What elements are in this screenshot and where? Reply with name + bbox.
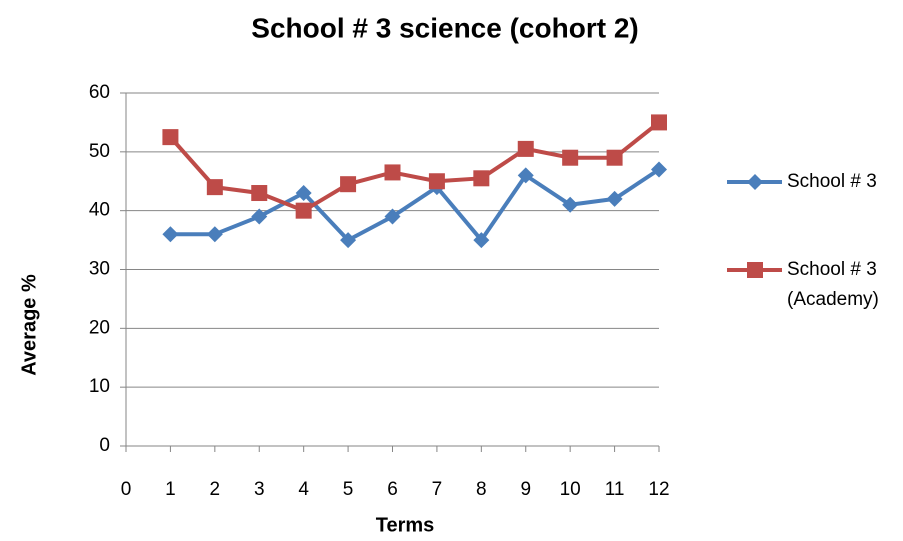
marker (384, 164, 401, 181)
marker (162, 226, 179, 243)
legend-label: School # 3 (787, 171, 877, 192)
x-tick-label: 0 (121, 479, 132, 500)
marker (162, 129, 179, 146)
x-tick-label: 11 (605, 479, 625, 500)
marker (251, 185, 268, 202)
x-tick-label: 5 (343, 479, 354, 500)
y-tick-label: 0 (99, 435, 110, 456)
y-tick-label: 50 (89, 141, 110, 162)
x-tick-label: 2 (210, 479, 221, 500)
marker (606, 149, 623, 166)
y-axis-label: Average % (18, 274, 40, 376)
marker (206, 179, 223, 196)
x-tick-label: 8 (476, 479, 487, 500)
x-tick-label: 12 (648, 479, 669, 500)
marker (251, 208, 268, 225)
legend-marker (747, 262, 763, 278)
x-tick-label: 4 (298, 479, 309, 500)
x-tick-label: 6 (387, 479, 398, 500)
y-tick-label: 20 (89, 317, 110, 338)
marker (295, 202, 312, 219)
marker (473, 170, 490, 187)
marker (295, 185, 312, 202)
marker (562, 196, 579, 213)
line (170, 167, 661, 243)
y-tick-label: 60 (89, 82, 110, 103)
marker (384, 208, 401, 225)
marker (562, 149, 579, 166)
marker (340, 176, 357, 193)
y-tick-label: 10 (89, 376, 110, 397)
x-tick-label: 7 (432, 479, 443, 500)
legend-label: School # 3 (Academy) (787, 259, 879, 310)
marker (517, 140, 534, 157)
marker (517, 167, 534, 184)
x-tick-label: 1 (165, 479, 176, 500)
x-tick-label: 10 (560, 479, 581, 500)
legend-marker (747, 174, 763, 190)
y-tick-label: 30 (89, 259, 110, 280)
marker (473, 232, 490, 249)
x-axis-label: Terms (376, 514, 435, 536)
chart-title: School # 3 science (cohort 2) (251, 12, 638, 43)
marker (340, 232, 357, 249)
marker (651, 161, 667, 178)
line (168, 120, 661, 213)
marker (651, 114, 667, 131)
marker (606, 190, 623, 207)
y-tick-label: 40 (89, 200, 110, 221)
marker (428, 173, 445, 190)
x-tick-label: 9 (520, 479, 531, 500)
x-tick-label: 3 (254, 479, 265, 500)
marker (206, 226, 223, 243)
